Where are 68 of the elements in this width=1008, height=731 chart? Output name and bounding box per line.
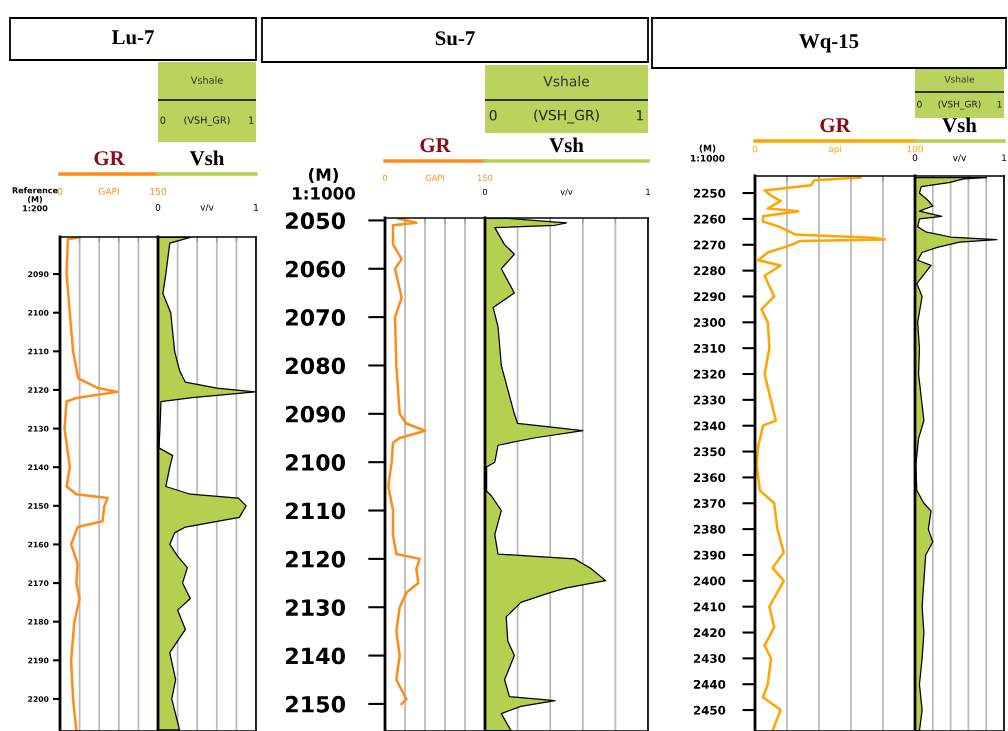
y-tick-label: 2410: [693, 602, 726, 612]
text: 1: [997, 100, 1002, 108]
y-tick-label: 2120: [286, 550, 346, 568]
x-tick-label: 100: [907, 145, 924, 153]
y-axis-title: (M) 1:1000: [691, 144, 725, 162]
text: GR: [94, 151, 125, 166]
x-axis-title: GAPI: [98, 187, 119, 195]
x-tick-label: 150: [477, 174, 493, 182]
text: 0: [489, 110, 497, 121]
y-axis-title: Reference (M) 1:200: [12, 187, 58, 212]
y-tick-label: 2370: [693, 498, 726, 508]
text: (VSH_GR): [938, 100, 981, 110]
y-tick-label: 2150: [286, 695, 346, 713]
text: GR: [820, 118, 851, 133]
y-tick-label: 2440: [693, 679, 726, 689]
chart-title: Su-7: [435, 31, 475, 46]
y-tick-label: 2390: [693, 550, 726, 560]
y-tick-label: 2420: [693, 628, 726, 638]
y-tick-label: 2070: [286, 309, 346, 326]
y-tick-label: 2450: [693, 705, 726, 715]
x-tick-label: 0: [482, 188, 488, 196]
y-tick-label: 2360: [693, 473, 726, 483]
y-tick-label: 2130: [286, 599, 346, 616]
chart-subtitle: Vshale: [543, 75, 589, 87]
y-tick-label: 2140: [286, 647, 346, 665]
y-tick-label: 2100: [286, 454, 346, 471]
text: 1: [636, 110, 643, 121]
text: 0: [160, 116, 166, 124]
y-tick-label: 2060: [286, 260, 346, 278]
y-tick-label: 2250: [693, 188, 726, 198]
y-tick-label: 2090: [286, 405, 346, 423]
y-tick-label: 2430: [693, 654, 726, 664]
x-axis-title: v/v: [952, 154, 967, 162]
chart-subtitle: Vshale: [190, 76, 223, 84]
y-tick-label: 2310: [693, 343, 726, 353]
x-tick-label: 150: [150, 187, 167, 195]
x-axis-title: api: [828, 145, 842, 154]
x-tick-label: 0: [57, 187, 63, 195]
y-tick-label: 2280: [693, 266, 726, 276]
text: 1: [249, 116, 254, 124]
y-tick-label: 2290: [693, 292, 726, 302]
y-tick-label: 2380: [693, 524, 726, 534]
y-tick-label: 2270: [693, 240, 726, 250]
chart-title: Lu-7: [111, 30, 154, 45]
x-tick-label: 1: [646, 188, 650, 195]
chart-title: Wq-15: [799, 34, 859, 53]
y-tick-label: 2350: [693, 447, 726, 457]
y-tick-label: 2320: [693, 369, 726, 379]
x-axis-title: v/v: [200, 203, 214, 212]
y-tick-label: 2050: [286, 212, 346, 230]
y-tick-label: 2400: [693, 576, 726, 586]
y-tick-label: 2340: [693, 421, 726, 431]
y-tick-label: 2080: [286, 357, 346, 375]
y-tick-label: 2330: [693, 395, 726, 405]
x-axis-title: GAPI: [425, 174, 444, 181]
chart-subtitle: Vshale: [944, 75, 975, 83]
text: (VSH_GR): [184, 116, 230, 126]
x-axis-title: v/v: [560, 188, 573, 196]
text: (VSH_GR): [534, 109, 599, 124]
text: Vsh: [549, 137, 584, 153]
text: Vsh: [942, 117, 977, 133]
text: GR: [420, 138, 451, 153]
text: Vsh: [189, 150, 225, 166]
y-tick-label: 2110: [286, 502, 346, 520]
y-axis-title: (M) 1:1000: [293, 168, 356, 200]
y-tick-label: 2300: [693, 318, 726, 327]
y-tick-label: 2260: [693, 214, 726, 224]
text: 0: [917, 100, 922, 108]
